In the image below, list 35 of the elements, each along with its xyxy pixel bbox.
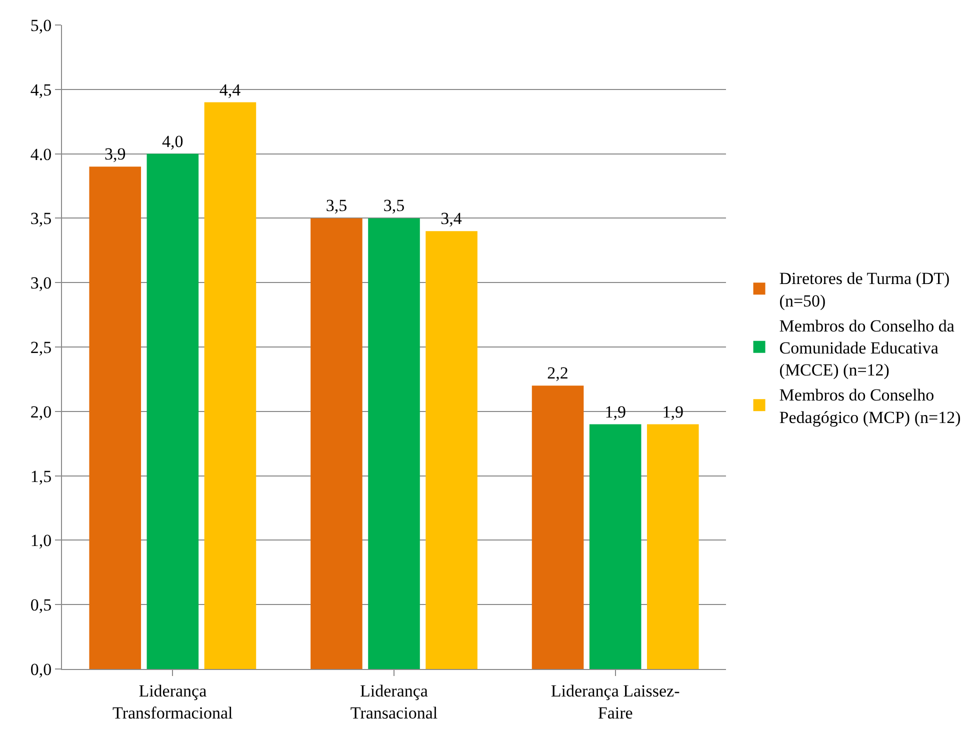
bar	[89, 166, 142, 669]
y-tick-label: 3,5	[30, 209, 52, 228]
data-label: 1,9	[604, 402, 626, 422]
bar	[146, 154, 199, 669]
legend-label: Membros do Conselho da Comunidade Educativa (MCCE) (n=12)	[779, 316, 955, 380]
bar	[532, 386, 584, 669]
y-tick-label: 1,5	[30, 466, 52, 486]
bar	[204, 102, 256, 669]
data-label: 1,9	[662, 402, 684, 422]
y-tick-label: 3,0	[30, 274, 52, 293]
x-tick-label: Liderança Transacional	[350, 681, 438, 722]
y-tick-label: 0,0	[30, 660, 52, 679]
data-label: 4,0	[162, 132, 184, 151]
bar	[426, 231, 478, 669]
data-label: 3,4	[440, 209, 462, 228]
data-label: 3,5	[326, 196, 348, 216]
legend-label: Membros do Conselho Pedagógico (MCP) (n=12)	[779, 386, 961, 427]
bar	[368, 218, 420, 669]
y-tick-label: 4.0	[30, 144, 52, 164]
y-tick-label: 2,0	[30, 402, 52, 422]
y-tick-label: 1,0	[30, 531, 52, 550]
x-tick-label: Liderança Laissez-Faire	[550, 681, 680, 722]
y-tick-label: 0,5	[30, 596, 52, 615]
bar	[589, 424, 642, 669]
data-label: 3,9	[104, 144, 126, 164]
data-label: 2,2	[547, 364, 568, 383]
data-label: 3,5	[383, 196, 405, 216]
y-tick-label: 5,0	[30, 16, 52, 35]
y-tick-label: 2,5	[30, 338, 52, 357]
legend-label: Diretores de Turma (DT) (n=50)	[779, 269, 950, 310]
bar	[646, 424, 699, 669]
y-tick-label: 4,5	[30, 80, 52, 100]
x-tick-label: Liderança Transformacional	[112, 681, 234, 722]
bar	[310, 218, 362, 669]
data-label: 4,4	[219, 80, 242, 100]
